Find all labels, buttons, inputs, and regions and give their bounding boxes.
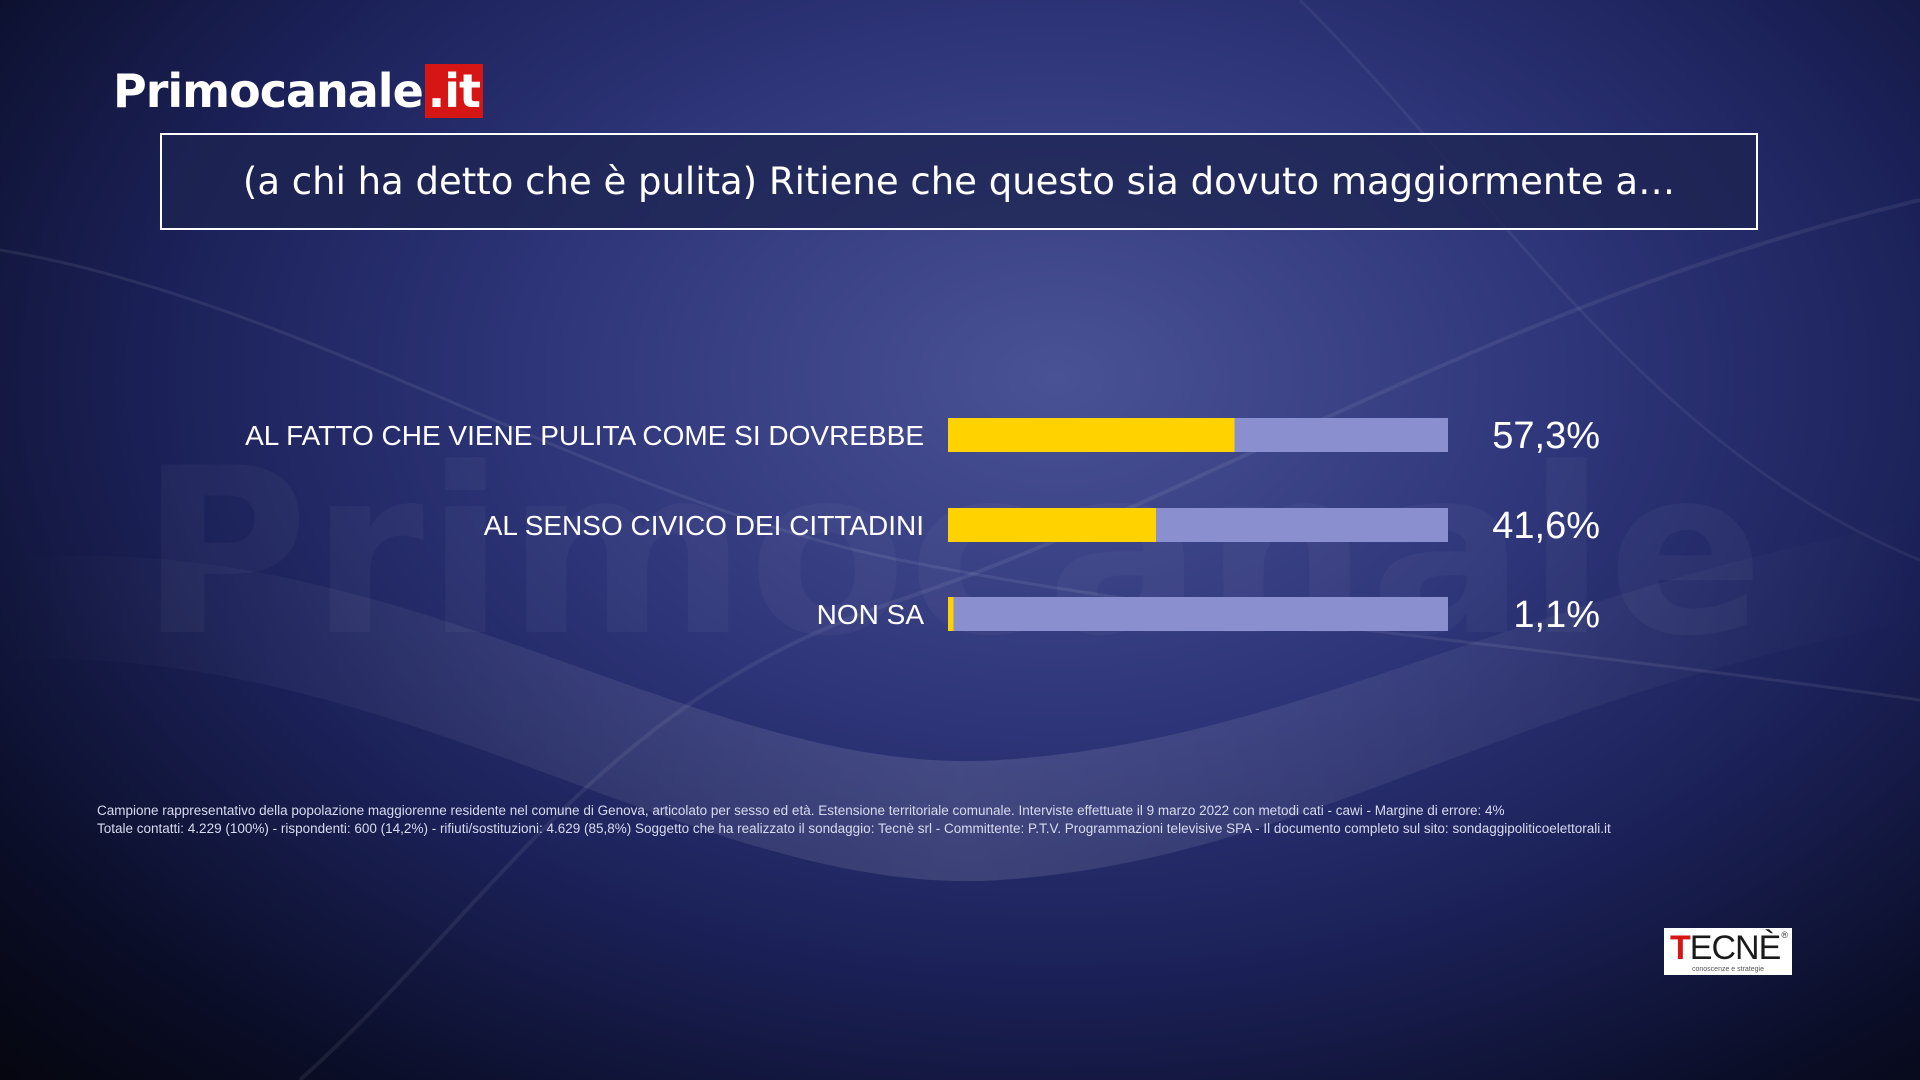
category-label: AL SENSO CIVICO DEI CITTADINI	[484, 510, 924, 541]
tecne-tagline: conoscenze e strategie	[1692, 966, 1764, 973]
registered-mark: ®	[1781, 930, 1788, 940]
primocanale-logo: Primocanale .it	[113, 64, 483, 118]
value-label: 1,1%	[1513, 594, 1600, 636]
tecne-logo: TECNÈ ® conoscenze e strategie	[1664, 928, 1792, 975]
footnote-line-1: Campione rappresentativo della popolazio…	[97, 803, 1505, 818]
value-label: 41,6%	[1492, 505, 1600, 547]
bar-track	[948, 597, 1448, 631]
footnote-line-2: Totale contatti: 4.229 (100%) - risponde…	[97, 821, 1611, 836]
bar-1	[948, 418, 1235, 452]
question-box: (a chi ha detto che è pulita) Ritiene ch…	[160, 133, 1758, 230]
category-label: AL FATTO CHE VIENE PULITA COME SI DOVREB…	[245, 420, 924, 451]
value-label: 57,3%	[1492, 415, 1600, 457]
bar-3	[948, 597, 954, 631]
tecne-logo-text: TECNÈ	[1670, 929, 1781, 967]
brand-name: Primocanale	[113, 64, 424, 118]
survey-footnote: Campione rappresentativo della popolazio…	[97, 802, 1857, 838]
question-text: (a chi ha detto che è pulita) Ritiene ch…	[242, 160, 1676, 203]
brand-suffix: .it	[424, 64, 483, 118]
bar-2	[948, 508, 1156, 542]
category-label: NON SA	[817, 599, 925, 630]
